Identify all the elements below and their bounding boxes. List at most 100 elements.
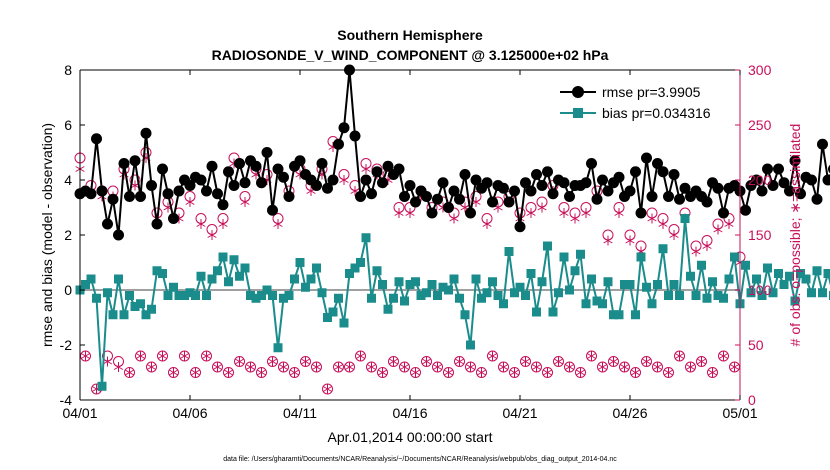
rmse-point (520, 177, 531, 189)
rmse-point (470, 174, 482, 186)
rmse-point (459, 169, 471, 180)
x-tick-label: 04/26 (612, 405, 647, 421)
rmse-point (421, 191, 432, 202)
bias-point (119, 310, 129, 320)
rmse-point (437, 177, 449, 189)
rmse-point (377, 177, 388, 189)
obs-assimilated-point (102, 356, 113, 367)
bias-point (202, 291, 211, 300)
bias-point (565, 285, 574, 295)
obs-assimilated-point (432, 362, 443, 372)
bias-point (108, 310, 118, 320)
bias-point (785, 271, 794, 281)
bias-point (422, 288, 431, 298)
rmse-point (162, 188, 174, 200)
obs-assimilated-point (124, 367, 135, 378)
bias-point (240, 263, 250, 273)
obs-assimilated-point (157, 351, 168, 361)
obs-assimilated-point (394, 208, 404, 218)
y-tick-label-left: -2 (60, 337, 73, 353)
rmse-point (195, 174, 207, 186)
rmse-point (481, 177, 493, 189)
obs-assimilated-point (443, 367, 454, 378)
rmse-point (322, 182, 333, 194)
bias-point (191, 291, 200, 300)
rmse-point (635, 207, 647, 219)
bias-point (686, 271, 695, 281)
bias-point (158, 269, 167, 278)
rmse-point (784, 185, 795, 197)
bias-point (752, 274, 761, 284)
bias-point (537, 277, 547, 287)
obs-assimilated-point (256, 367, 267, 378)
bias-point (620, 280, 629, 289)
rmse-point (547, 188, 559, 200)
obs-assimilated-point (509, 367, 520, 378)
obs-assimilated-point (575, 367, 586, 378)
bias-point (251, 293, 261, 303)
obs-assimilated-point (498, 362, 509, 372)
rmse-point (96, 185, 108, 197)
obs-assimilated-point (685, 362, 696, 372)
rmse-point (624, 185, 636, 197)
rmse-point (443, 202, 454, 213)
rmse-point (701, 196, 713, 208)
bias-point (691, 291, 701, 300)
rmse-point (822, 174, 830, 186)
bias-point (361, 233, 371, 243)
obs-assimilated-point (537, 202, 547, 213)
rmse-point (536, 180, 548, 191)
obs-assimilated-point (333, 362, 344, 372)
rmse-point (646, 191, 658, 202)
bias-point (592, 296, 602, 306)
rmse-point (129, 155, 141, 167)
bias-point (499, 299, 508, 309)
bias-point (449, 274, 459, 284)
rmse-point (206, 160, 218, 172)
rmse-point (663, 191, 674, 202)
obs-assimilated-point (647, 213, 657, 224)
obs-assimilated-point (234, 356, 245, 367)
obs-assimilated-point (311, 362, 322, 372)
rmse-point (487, 196, 498, 208)
bias-point (504, 247, 514, 256)
legend-bias-marker (573, 108, 583, 118)
x-tick-label: 04/16 (392, 405, 427, 421)
y-axis-label-left: rmse and bias (model - observation) (39, 123, 55, 347)
obs-assimilated-point (663, 367, 674, 378)
obs-assimilated-point (240, 197, 250, 207)
obs-assimilated-point (273, 219, 283, 229)
rmse-point (751, 174, 762, 186)
rmse-point (250, 160, 262, 172)
rmse-point (789, 155, 801, 167)
obs-assimilated-point (564, 362, 575, 372)
rmse-point (641, 152, 652, 164)
rmse-point (613, 171, 625, 183)
bias-point (405, 280, 415, 289)
bias-point (510, 288, 519, 298)
rmse-point (267, 204, 278, 216)
bias-point (246, 291, 255, 300)
obs-assimilated-point (724, 219, 734, 229)
rmse-point (657, 166, 669, 178)
rmse-point (333, 138, 344, 150)
rmse-point (718, 207, 729, 219)
bias-point (658, 244, 668, 254)
rmse-point (503, 196, 515, 208)
bias-point (482, 288, 492, 298)
bias-point (345, 269, 354, 278)
obs-assimilated-point (300, 356, 311, 367)
bias-point (229, 255, 239, 265)
rmse-point (157, 163, 168, 175)
y-tick-label-right: 300 (748, 62, 772, 78)
bias-point (136, 299, 145, 309)
bias-point (823, 269, 830, 278)
bias-point (356, 258, 365, 267)
rmse-point (212, 188, 223, 200)
obs-assimilated-point (267, 356, 278, 367)
bias-point (576, 249, 585, 259)
bias-point (125, 291, 134, 300)
rmse-point (102, 218, 113, 230)
chart-title: Southern Hemisphere (337, 27, 483, 43)
y-tick-label-left: 6 (64, 117, 72, 133)
